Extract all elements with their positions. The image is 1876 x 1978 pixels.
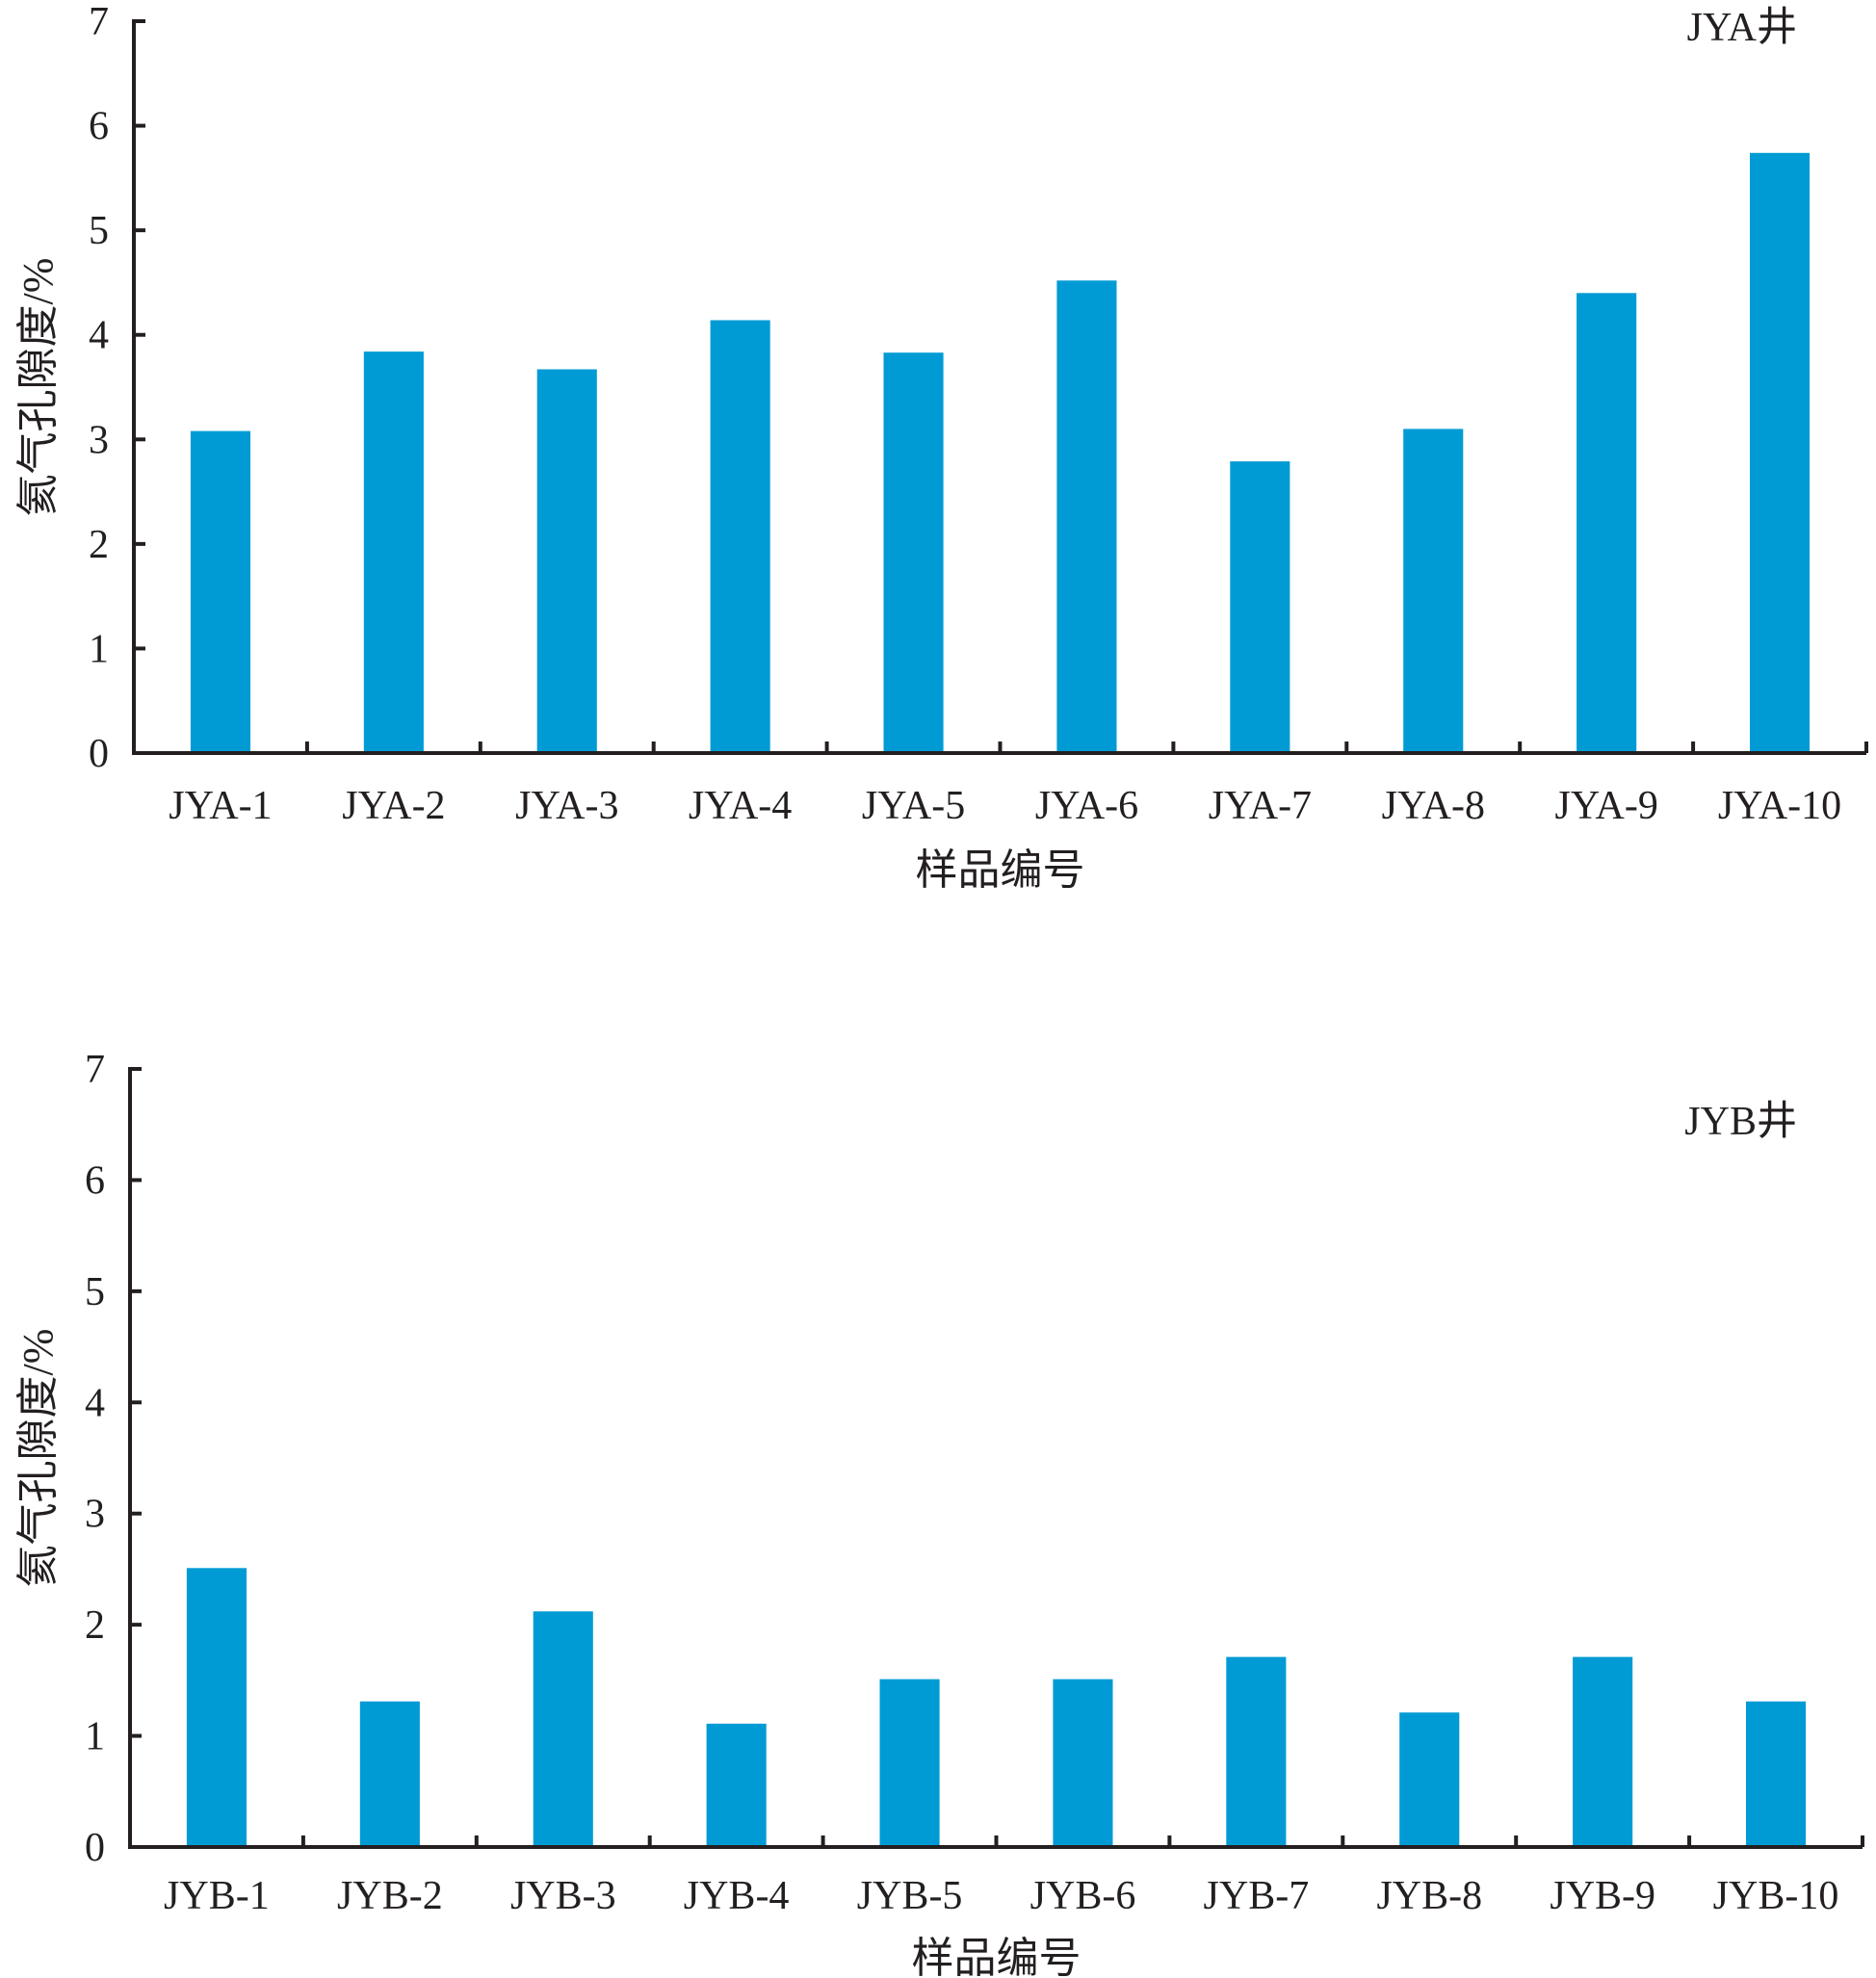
x-category-label: JYA-2 (342, 784, 445, 828)
y-tick-label: 2 (85, 1603, 105, 1648)
y-tick-label: 4 (89, 314, 109, 358)
bar-jya-10 (1750, 152, 1811, 754)
bar-jyb-5 (879, 1679, 940, 1847)
bar-jya-6 (1056, 280, 1117, 753)
x-category-label: JYB-8 (1376, 1874, 1482, 1918)
bar-jyb-7 (1226, 1656, 1287, 1847)
y-axis-title: 氦气孔隙度/% (14, 258, 62, 517)
x-category-label: JYA-1 (169, 784, 272, 828)
bar-jya-1 (190, 430, 250, 753)
y-tick-label: 7 (89, 0, 109, 44)
chart-panel-jya: 0 1 2 3 4 5 6 7 JYA-1 JYA-2 JYA-3 JYA-4 JYA-5 JYA-6 JY… (14, 0, 1868, 894)
bar-jya-4 (710, 320, 770, 753)
y-tick-label: 0 (89, 732, 109, 776)
y-tick-label: 4 (85, 1381, 105, 1425)
chart-panel-jyb: 0 1 2 3 4 5 6 7 JYB-1 JYB-2 JYB-3 JYB-4 JYB-5 JYB-6 JY… (14, 1048, 1864, 1978)
bar-jyb-6 (1053, 1679, 1113, 1847)
panel-label: JYB井 (1684, 1100, 1797, 1144)
x-category-label: JYA-4 (689, 784, 792, 828)
y-tick-label: 0 (85, 1826, 105, 1870)
x-axis-title: 样品编号 (916, 846, 1085, 894)
x-category-label: JYB-4 (684, 1874, 790, 1918)
bar-jya-5 (883, 352, 944, 753)
y-tick-label: 1 (85, 1715, 105, 1759)
x-category-label: JYA-10 (1718, 784, 1841, 828)
x-category-label: JYA-6 (1035, 784, 1138, 828)
y-tick-label: 5 (85, 1270, 105, 1314)
x-category-label: JYB-10 (1713, 1874, 1839, 1918)
x-category-label: JYB-6 (1030, 1874, 1136, 1918)
y-tick-label: 1 (89, 627, 109, 671)
y-tick-label: 6 (89, 105, 109, 149)
x-category-label: JYB-2 (337, 1874, 443, 1918)
y-tick-label: 5 (89, 209, 109, 253)
bar-jyb-8 (1399, 1712, 1460, 1847)
bar-jya-7 (1230, 461, 1290, 753)
bar-jyb-9 (1573, 1656, 1633, 1847)
x-category-label: JYA-9 (1555, 784, 1658, 828)
panel-label: JYA井 (1687, 6, 1797, 50)
x-category-label: JYA-3 (515, 784, 618, 828)
bar-jyb-2 (359, 1701, 420, 1847)
y-tick-label: 6 (85, 1158, 105, 1203)
x-category-label: JYA-5 (862, 784, 965, 828)
x-category-label: JYB-3 (510, 1874, 616, 1918)
bar-jyb-4 (706, 1723, 767, 1847)
y-tick-label: 2 (89, 523, 109, 567)
bar-jya-3 (536, 369, 597, 753)
bar-jya-8 (1403, 429, 1464, 753)
y-tick-label: 7 (85, 1048, 105, 1092)
x-category-label: JYB-9 (1550, 1874, 1655, 1918)
x-category-label: JYB-1 (164, 1874, 270, 1918)
bar-jya-9 (1576, 293, 1637, 753)
y-tick-label: 3 (85, 1493, 105, 1537)
x-category-label: JYB-5 (857, 1874, 963, 1918)
x-axis-title: 样品编号 (912, 1935, 1081, 1978)
x-category-label: JYA-8 (1382, 784, 1485, 828)
bar-jyb-10 (1746, 1701, 1807, 1847)
bar-jyb-3 (533, 1611, 593, 1847)
bar-jyb-1 (186, 1568, 247, 1847)
bar-jya-2 (363, 351, 424, 753)
x-category-label: JYB-7 (1204, 1874, 1310, 1918)
y-axis-title: 氦气孔隙度/% (14, 1329, 62, 1588)
x-category-label: JYA-7 (1209, 784, 1312, 828)
y-tick-label: 3 (89, 418, 109, 462)
